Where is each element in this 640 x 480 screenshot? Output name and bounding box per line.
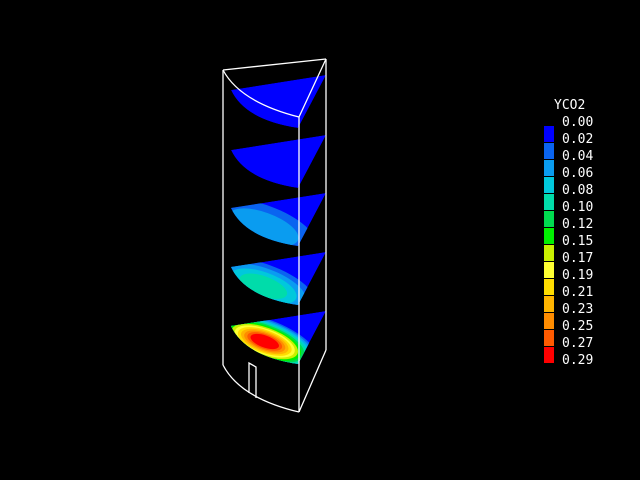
colorbar-tick-label: 0.12 (562, 217, 594, 232)
colorbar-tick-label: 0.15 (562, 234, 594, 249)
outline-top-arc (222, 69, 300, 118)
outline-bottom-right-edge (298, 349, 327, 413)
colorbar-tick-label: 0.21 (562, 285, 594, 300)
colorbar-swatch (544, 330, 554, 346)
colorbar-swatch (544, 160, 554, 176)
colorbar-tick-label: 0.02 (562, 132, 594, 147)
colorbar-tick-label: 0.04 (562, 149, 594, 164)
colorbar-tick-label: 0.23 (562, 302, 594, 317)
colorbar-tick-label: 0.25 (562, 319, 594, 334)
colorbar-tick-label: 0.06 (562, 166, 594, 181)
contour-band (231, 135, 326, 188)
contour-slice (231, 75, 326, 128)
colorbar-tick-label: 0.17 (562, 251, 594, 266)
colorbar-swatch (544, 143, 554, 159)
colorbar-tick-label: 0.27 (562, 336, 594, 351)
domain-outline (222, 58, 327, 413)
inlet-slot (248, 361, 257, 398)
colorbar-swatch (544, 347, 554, 363)
contour-band (231, 75, 326, 128)
colorbar-swatch (544, 194, 554, 210)
colorbar-swatch (544, 279, 554, 295)
colorbar-swatch (544, 262, 554, 278)
contour-slice (231, 311, 326, 364)
colorbar-tick-label: 0.10 (562, 200, 594, 215)
outline-top-edge (222, 58, 327, 71)
colorbar-tick-label: 0.29 (562, 353, 594, 368)
colorbar-tick-label: 0.00 (562, 115, 594, 130)
contour-band (250, 333, 279, 350)
colorbar-swatch (544, 245, 554, 261)
legend-title: YCO2 (554, 98, 586, 113)
contour-slice (231, 135, 326, 188)
colorbar-tick-label: 0.08 (562, 183, 594, 198)
colorbar-swatch (544, 177, 554, 193)
colorbar-swatch (544, 211, 554, 227)
colorbar-tick-label: 0.19 (562, 268, 594, 283)
colorbar-swatch (544, 296, 554, 312)
outline-top-right-edge (298, 58, 327, 118)
contour-slice (231, 193, 326, 246)
contour-slices (231, 75, 326, 364)
colorbar-swatch (544, 313, 554, 329)
outline-bottom-arc (222, 364, 300, 413)
colorbar-swatch (544, 228, 554, 244)
colorbar-swatch (544, 126, 554, 142)
contour-band (239, 273, 288, 299)
contour-slice (231, 252, 326, 305)
contour-band (231, 208, 299, 246)
